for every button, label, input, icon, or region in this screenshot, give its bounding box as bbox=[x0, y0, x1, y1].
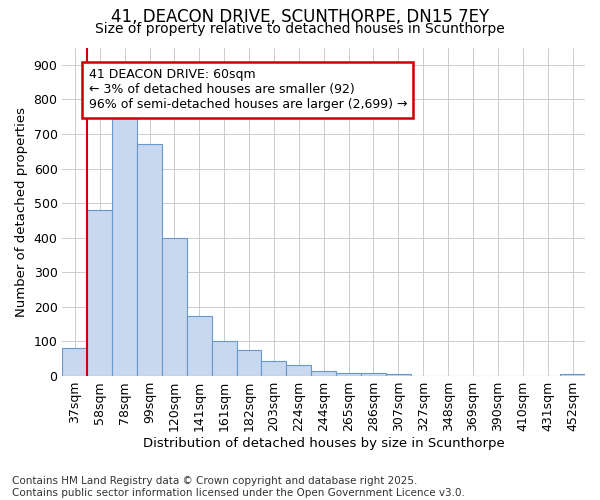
Bar bbox=[88, 210, 112, 376]
Text: Contains HM Land Registry data © Crown copyright and database right 2025.
Contai: Contains HM Land Registry data © Crown c… bbox=[12, 476, 465, 498]
Text: Size of property relative to detached houses in Scunthorpe: Size of property relative to detached ho… bbox=[95, 22, 505, 36]
Text: 41 DEACON DRIVE: 60sqm
← 3% of detached houses are smaller (92)
96% of semi-deta: 41 DEACON DRIVE: 60sqm ← 3% of detached … bbox=[89, 68, 407, 112]
Bar bbox=[336, 372, 361, 376]
Bar bbox=[361, 372, 386, 376]
Bar bbox=[560, 374, 585, 376]
Text: 41, DEACON DRIVE, SCUNTHORPE, DN15 7EY: 41, DEACON DRIVE, SCUNTHORPE, DN15 7EY bbox=[111, 8, 489, 26]
Bar bbox=[311, 371, 336, 376]
Bar bbox=[386, 374, 411, 376]
Bar bbox=[112, 116, 137, 376]
Bar bbox=[162, 238, 187, 376]
Bar bbox=[137, 144, 162, 376]
Bar bbox=[212, 342, 236, 376]
Bar bbox=[262, 360, 286, 376]
Bar bbox=[62, 348, 88, 376]
Y-axis label: Number of detached properties: Number of detached properties bbox=[15, 107, 28, 317]
Bar bbox=[286, 364, 311, 376]
Bar bbox=[236, 350, 262, 376]
Bar bbox=[187, 316, 212, 376]
X-axis label: Distribution of detached houses by size in Scunthorpe: Distribution of detached houses by size … bbox=[143, 437, 505, 450]
